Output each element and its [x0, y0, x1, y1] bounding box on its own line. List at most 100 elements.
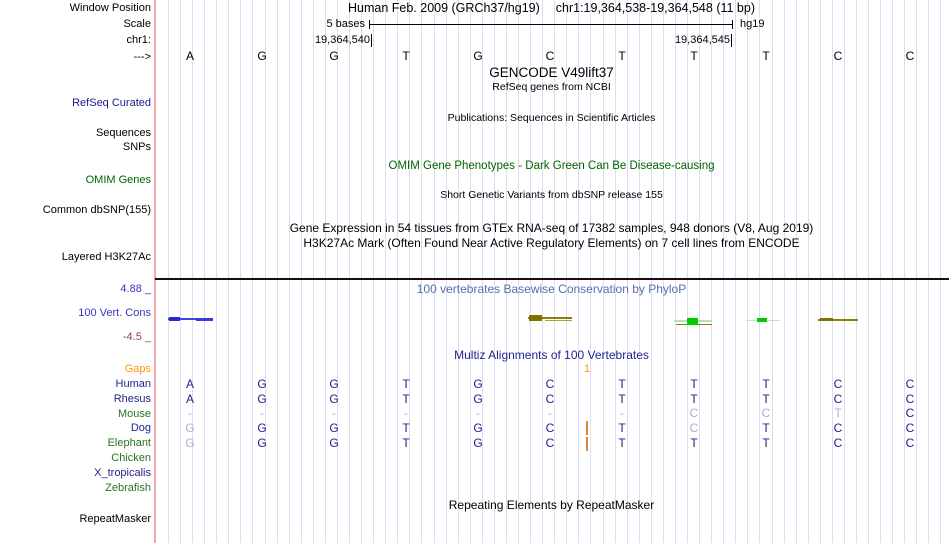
alignment-base: G — [257, 435, 267, 450]
species-label-human[interactable]: Human — [115, 378, 151, 390]
coordinate-right-tick — [731, 34, 732, 47]
gridline — [843, 0, 845, 543]
h3k27ac-track-title[interactable]: H3K27Ac Mark (Often Found Near Active Re… — [303, 236, 800, 250]
track-label-snps[interactable]: SNPs — [122, 141, 151, 153]
alignment-base: - — [188, 406, 192, 421]
alignment-base: T — [402, 377, 410, 391]
alignment-base: G — [329, 421, 339, 436]
gridline — [674, 0, 676, 543]
gridline — [433, 0, 435, 543]
gridline — [747, 0, 749, 543]
alignment-base: T — [618, 421, 626, 436]
dbsnp-track-title[interactable]: Short Genetic Variants from dbSNP releas… — [440, 189, 663, 201]
alignment-base: C — [833, 435, 843, 450]
gridline — [445, 0, 447, 543]
gridline — [614, 0, 616, 543]
alignment-base: T — [762, 435, 770, 450]
scale-label: Scale — [123, 18, 151, 30]
omim-track-title[interactable]: OMIM Gene Phenotypes - Dark Green Can Be… — [388, 160, 715, 172]
gridline — [228, 0, 230, 543]
species-label-chicken[interactable]: Chicken — [111, 452, 151, 464]
alignment-base: T — [834, 406, 842, 421]
species-label-elephant[interactable]: Elephant — [107, 437, 151, 449]
scale-bar-right-tick — [732, 20, 733, 29]
ruler-base: G — [257, 49, 267, 63]
gridline — [687, 0, 688, 543]
track-label-omim-genes[interactable]: OMIM Genes — [85, 174, 151, 186]
gridline — [180, 0, 182, 543]
gridline — [264, 0, 266, 543]
track-left-border — [154, 0, 156, 543]
scale-value: 5 bases — [326, 18, 365, 30]
alignment-base: T — [690, 391, 698, 406]
coordinate-left-tick — [371, 34, 372, 47]
alignment-base: G — [473, 377, 483, 391]
alignment-base: A — [185, 391, 195, 406]
alignment-base: T — [618, 435, 626, 450]
gridline — [638, 0, 640, 543]
gridline — [928, 0, 930, 543]
alignment-base: C — [545, 421, 555, 436]
gridline — [324, 0, 326, 543]
gridline — [518, 0, 520, 543]
gridline — [409, 0, 411, 543]
alignment-base: G — [329, 377, 339, 391]
gridline — [457, 0, 459, 543]
gridline — [855, 0, 857, 543]
conservation-mark — [169, 317, 180, 321]
species-label-dog[interactable]: Dog — [130, 422, 151, 434]
species-label-rhesus[interactable]: Rhesus — [113, 393, 151, 405]
conservation-mark — [168, 318, 213, 320]
gridline — [312, 0, 314, 543]
coordinate-left: 19,364,540 — [314, 34, 370, 46]
alignment-base: T — [762, 391, 770, 406]
gridline — [662, 0, 664, 543]
ruler-base: C — [833, 49, 843, 63]
gencode-track-title[interactable]: GENCODE V49lift37 — [489, 65, 614, 80]
gridline — [771, 0, 773, 543]
alignment-base: T — [690, 435, 698, 450]
repeatmasker-track-title[interactable]: Repeating Elements by RepeatMasker — [448, 498, 655, 512]
alignment-base: C — [545, 391, 555, 406]
gridline — [385, 0, 387, 543]
conservation-mark — [820, 318, 833, 321]
window-position-label: Window Position — [69, 2, 151, 14]
gridline — [276, 0, 278, 543]
species-label-x-tropicalis[interactable]: X_tropicalis — [94, 467, 151, 479]
species-label-mouse[interactable]: Mouse — [117, 408, 151, 420]
gridline — [288, 0, 290, 543]
assembly-title: Human Feb. 2009 (GRCh37/hg19) — [347, 1, 540, 15]
insertion-bar-elephant — [586, 437, 588, 451]
phylop-track-title[interactable]: 100 vertebrates Basewise Conservation by… — [416, 282, 687, 296]
alignment-base: T — [402, 435, 410, 450]
gridline — [168, 0, 169, 543]
multiz-track-title[interactable]: Multiz Alignments of 100 Vertebrates — [454, 348, 649, 362]
alignment-base: T — [762, 377, 770, 391]
track-label-sequences[interactable]: Sequences — [95, 127, 151, 139]
alignment-base: C — [905, 391, 915, 406]
alignment-base: G — [185, 435, 195, 450]
refseq-track-title[interactable]: RefSeq genes from NCBI — [492, 81, 611, 93]
alignment-base: T — [762, 421, 770, 436]
alignment-base: C — [545, 435, 555, 450]
gridline — [650, 0, 652, 543]
track-label-common-dbsnp[interactable]: Common dbSNP(155) — [42, 204, 151, 216]
alignment-base: G — [185, 421, 195, 436]
gtex-track-title[interactable]: Gene Expression in 54 tissues from GTEx … — [289, 221, 814, 235]
publications-track-title[interactable]: Publications: Sequences in Scientific Ar… — [447, 112, 656, 124]
track-label-refseq-curated[interactable]: RefSeq Curated — [72, 97, 151, 109]
track-label-layered-h3k27ac[interactable]: Layered H3K27Ac — [61, 251, 151, 263]
ruler-base: G — [329, 49, 339, 63]
multiz-gaps-label[interactable]: Gaps — [124, 363, 151, 375]
assembly-tag: hg19 — [740, 18, 765, 30]
species-label-zebrafish[interactable]: Zebrafish — [105, 482, 151, 494]
alignment-base: T — [618, 377, 626, 391]
gridline — [554, 0, 556, 543]
gridline — [469, 0, 471, 543]
insertion-bar-dog — [586, 421, 588, 435]
ruler-base: T — [690, 49, 698, 63]
track-label-100-vert-cons[interactable]: 100 Vert. Cons — [78, 307, 151, 319]
alignment-base: G — [473, 421, 483, 436]
conservation-mark — [196, 318, 213, 321]
track-label-repeatmasker[interactable]: RepeatMasker — [79, 513, 151, 525]
